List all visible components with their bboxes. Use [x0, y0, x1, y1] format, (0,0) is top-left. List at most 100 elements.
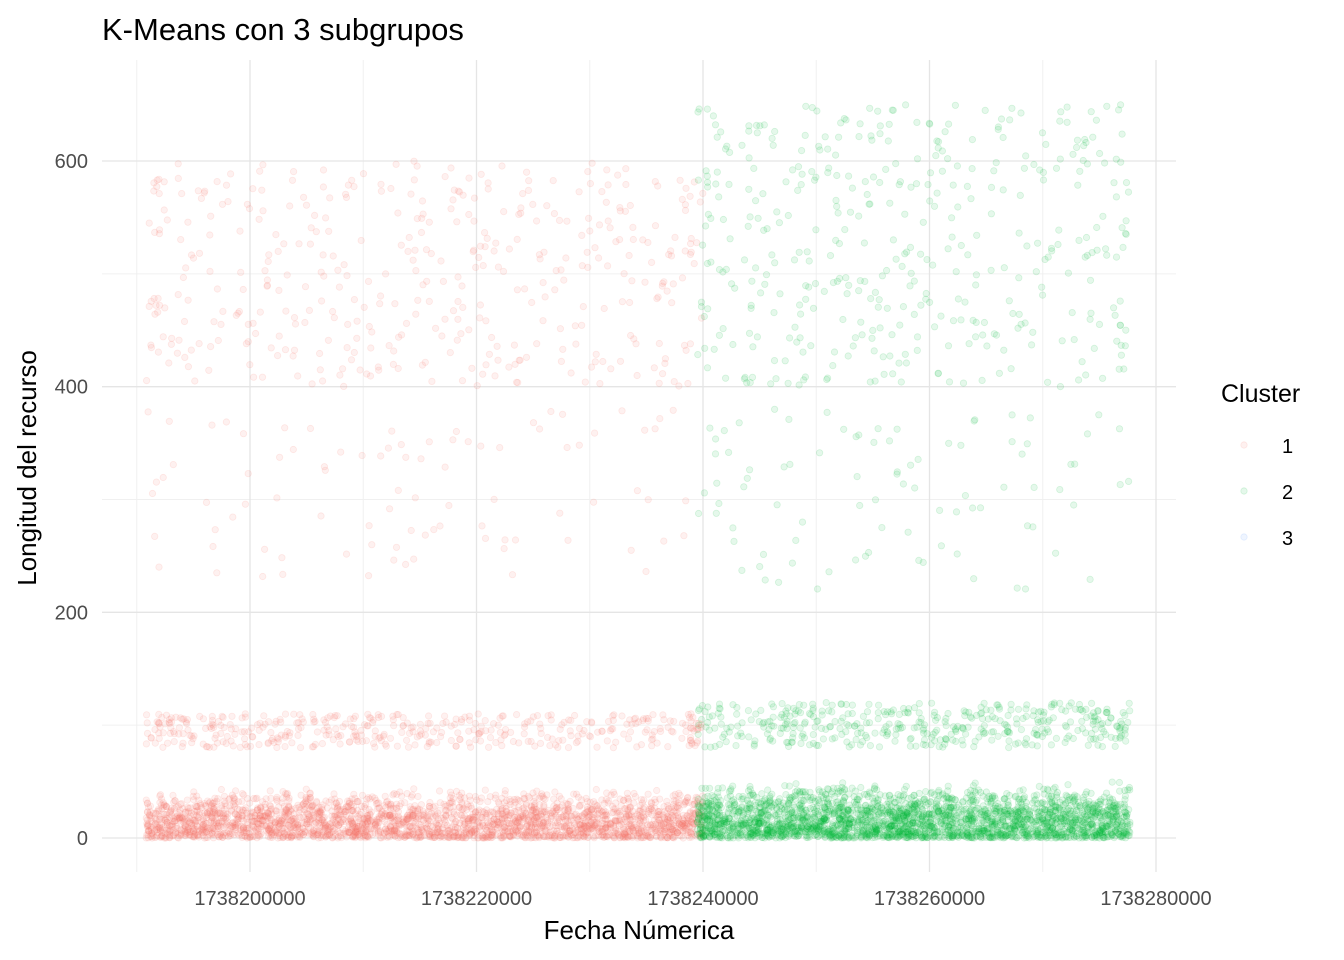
data-point — [420, 810, 429, 818]
data-point — [445, 501, 453, 510]
data-point — [319, 183, 327, 191]
data-point — [583, 824, 591, 832]
data-point — [380, 833, 388, 841]
data-point — [511, 536, 520, 544]
data-point — [169, 460, 177, 469]
data-point — [634, 834, 642, 842]
data-point — [267, 816, 275, 825]
data-point — [160, 206, 168, 214]
data-point — [306, 789, 314, 797]
data-point — [293, 833, 301, 841]
data-point — [253, 834, 261, 842]
data-point — [587, 825, 596, 833]
data-point — [392, 543, 401, 551]
data-point — [419, 811, 428, 820]
data-point — [384, 444, 392, 452]
data-point — [260, 545, 269, 553]
data-point — [513, 286, 522, 294]
data-point — [527, 811, 535, 819]
data-point — [511, 798, 519, 806]
data-point — [390, 789, 398, 798]
data-point — [305, 802, 313, 810]
data-point — [395, 802, 404, 810]
data-point — [316, 366, 324, 374]
data-point — [216, 809, 224, 817]
data-point — [529, 200, 537, 208]
data-point — [512, 710, 521, 719]
data-point — [596, 379, 604, 388]
data-point — [606, 824, 615, 832]
data-point — [657, 826, 665, 834]
data-point — [306, 240, 314, 248]
data-point — [490, 247, 498, 255]
data-point — [481, 716, 489, 725]
data-point — [155, 190, 163, 198]
data-point — [321, 214, 330, 222]
data-point — [629, 815, 637, 824]
data-point — [612, 738, 620, 746]
data-point — [344, 824, 352, 832]
data-point — [387, 827, 395, 835]
cluster-2-points — [693, 101, 1134, 842]
data-point — [592, 350, 600, 358]
data-point — [350, 348, 358, 357]
data-point — [665, 251, 673, 259]
data-point — [470, 831, 478, 840]
data-point — [182, 264, 190, 272]
data-point — [447, 799, 455, 807]
data-point — [222, 819, 230, 827]
data-point — [664, 723, 672, 731]
data-point — [598, 808, 607, 816]
data-point — [584, 168, 592, 176]
data-point — [143, 719, 151, 727]
data-point — [303, 809, 311, 817]
data-point — [396, 829, 405, 838]
data-point — [402, 817, 410, 826]
data-point — [162, 802, 170, 811]
data-point — [614, 831, 623, 839]
data-point — [407, 793, 415, 801]
data-point — [331, 812, 339, 820]
data-point — [654, 293, 662, 301]
data-point — [265, 826, 273, 834]
data-point — [436, 799, 444, 807]
data-point — [145, 827, 153, 835]
data-point — [356, 810, 364, 819]
data-point — [184, 363, 192, 371]
data-point — [697, 808, 705, 816]
data-point — [447, 736, 455, 745]
data-point — [630, 789, 638, 798]
data-point — [590, 814, 598, 823]
data-point — [312, 797, 321, 806]
data-point — [636, 807, 644, 816]
data-point — [227, 725, 235, 733]
data-point — [555, 737, 563, 745]
data-point — [471, 719, 479, 728]
data-point — [330, 803, 338, 811]
data-point — [539, 278, 547, 287]
data-point — [349, 833, 357, 841]
data-point — [167, 340, 175, 348]
data-point — [206, 830, 214, 839]
data-point — [602, 795, 610, 804]
data-point — [393, 804, 401, 813]
data-point — [434, 825, 443, 833]
data-point — [640, 813, 648, 821]
data-point — [470, 825, 478, 834]
data-point — [409, 812, 417, 820]
data-point — [654, 182, 662, 190]
data-point — [363, 812, 372, 820]
data-point — [659, 822, 667, 830]
data-point — [634, 825, 643, 833]
data-point — [498, 742, 506, 750]
data-point — [259, 207, 267, 215]
data-point — [307, 224, 315, 232]
data-point — [687, 710, 695, 718]
data-point — [383, 811, 391, 819]
data-point — [558, 410, 567, 418]
data-point — [635, 828, 644, 837]
data-point — [205, 824, 213, 832]
data-point — [425, 739, 433, 748]
data-point — [430, 525, 438, 534]
data-point — [655, 379, 663, 387]
